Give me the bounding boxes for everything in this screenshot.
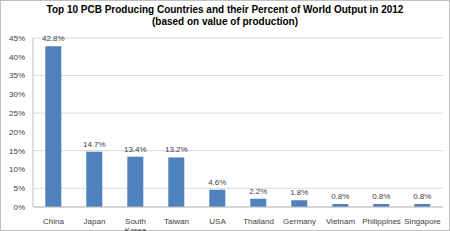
svg-text:45%: 45% xyxy=(9,34,25,43)
svg-text:Vietnam: Vietnam xyxy=(326,217,356,226)
svg-text:0.8%: 0.8% xyxy=(331,192,349,201)
svg-text:China: China xyxy=(43,217,64,226)
svg-text:5%: 5% xyxy=(13,184,25,193)
svg-text:30%: 30% xyxy=(9,90,25,99)
svg-text:Singapore: Singapore xyxy=(404,217,441,226)
svg-text:0.8%: 0.8% xyxy=(413,192,431,201)
svg-text:USA: USA xyxy=(209,217,226,226)
svg-text:40%: 40% xyxy=(9,53,25,62)
svg-text:4.6%: 4.6% xyxy=(208,178,226,187)
svg-text:Taiwan: Taiwan xyxy=(164,217,189,226)
svg-text:15%: 15% xyxy=(9,147,25,156)
svg-text:Thailand: Thailand xyxy=(243,217,274,226)
svg-text:35%: 35% xyxy=(9,71,25,80)
html-text:(based on value of production): (based on value of production) xyxy=(151,16,299,27)
svg-text:13.2%: 13.2% xyxy=(165,145,188,154)
svg-text:0.8%: 0.8% xyxy=(372,192,390,201)
svg-text:2.2%: 2.2% xyxy=(249,187,267,196)
html-text:Top 10 PCB Producing Countries: Top 10 PCB Producing Countries and their… xyxy=(46,4,404,15)
svg-text:Japan: Japan xyxy=(84,217,106,226)
svg-text:Germany: Germany xyxy=(283,217,316,226)
svg-text:20%: 20% xyxy=(9,128,25,137)
svg-text:SouthKorea: SouthKorea xyxy=(125,217,147,231)
svg-text:42.8%: 42.8% xyxy=(42,34,65,43)
svg-text:25%: 25% xyxy=(9,109,25,118)
svg-text:Philippines: Philippines xyxy=(362,217,401,226)
svg-text:13.4%: 13.4% xyxy=(124,145,147,154)
svg-text:0%: 0% xyxy=(13,203,25,212)
svg-text:14.7%: 14.7% xyxy=(83,140,106,149)
svg-text:1.8%: 1.8% xyxy=(290,188,308,197)
svg-text:10%: 10% xyxy=(9,165,25,174)
